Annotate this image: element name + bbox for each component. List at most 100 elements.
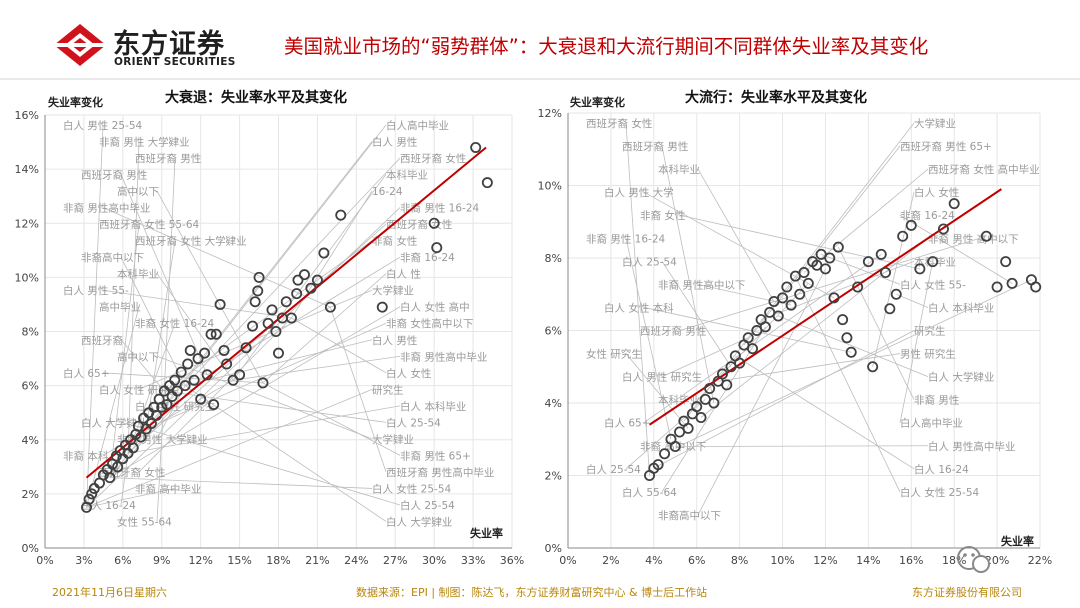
- annotation-label: 西班牙裔: [81, 334, 123, 347]
- data-point: [86, 488, 98, 500]
- data-point: [184, 344, 196, 356]
- data-point: [431, 242, 443, 254]
- data-point: [161, 399, 173, 411]
- annotation-leader-line: [120, 174, 208, 375]
- annotation-label: 西班牙裔 女性: [386, 218, 452, 231]
- annotation-label: 白人 性: [386, 268, 421, 281]
- annotation-label: 非裔 女性 16-24: [135, 317, 215, 330]
- x-tick-label: 6%: [114, 554, 131, 567]
- annotation-leader-line: [127, 323, 176, 454]
- data-point: [253, 271, 265, 283]
- annotation-leader-line: [109, 224, 140, 478]
- annotation-label: 女性 55-64: [117, 515, 172, 528]
- data-point: [852, 281, 864, 293]
- y-tick-label: 0%: [545, 542, 562, 555]
- annotation-label: 非裔 16-24: [400, 251, 455, 264]
- data-point: [376, 301, 388, 313]
- annotation-label: 白人 大学肄业: [81, 416, 147, 429]
- annotation-label: 非裔 男性 高中以下: [928, 232, 1019, 245]
- annotation-leader-line: [184, 385, 387, 522]
- annotation-label: 白人 男性高中毕业: [928, 440, 1015, 453]
- annotation-label: 非裔 男性 16-24: [586, 232, 666, 245]
- annotation-leader-line: [102, 379, 234, 456]
- annotation-leader-line: [643, 254, 882, 424]
- data-point: [837, 314, 849, 326]
- data-point: [175, 366, 187, 378]
- data-point: [802, 277, 814, 289]
- data-point: [104, 472, 116, 484]
- annotation-label: 西班牙裔 男性: [81, 169, 147, 182]
- annotation-label: 本科毕业: [117, 268, 159, 281]
- annotation-label: 白人 大学肄业: [928, 371, 994, 384]
- data-point: [156, 401, 168, 413]
- annotation-leader-line: [102, 372, 263, 384]
- annotation-leader-line: [718, 353, 901, 382]
- annotation-label: 非裔 本科: [63, 449, 109, 462]
- data-point: [240, 342, 252, 354]
- annotation-leader-line: [109, 124, 387, 478]
- annotation-label: 大学肄业: [372, 284, 414, 297]
- y-tick-label: 2%: [22, 488, 39, 501]
- y-tick-label: 8%: [545, 252, 562, 265]
- data-point: [188, 374, 200, 386]
- y-tick-label: 10%: [15, 271, 39, 284]
- x-axis-title: 失业率: [470, 526, 503, 540]
- annotation-leader-line: [184, 157, 401, 386]
- annotation-label: 西班牙裔 女性 55-64: [99, 218, 200, 231]
- y-tick-label: 4%: [22, 434, 39, 447]
- annotation-leader-line: [735, 355, 915, 470]
- data-point: [890, 288, 902, 300]
- data-point: [1000, 256, 1012, 268]
- data-point: [270, 325, 282, 337]
- annotation-leader-line: [262, 273, 387, 384]
- annotation-leader-line: [127, 405, 401, 454]
- data-point: [169, 374, 181, 386]
- annotation-leader-line: [625, 122, 650, 476]
- chart-title: 大流行：失业率水平及其变化: [685, 89, 867, 106]
- data-point: [205, 328, 217, 340]
- annotation-leader-line: [127, 141, 140, 454]
- annotation-label: 高中以下: [117, 185, 159, 198]
- data-point: [127, 442, 139, 454]
- data-point: [759, 321, 771, 333]
- data-point: [880, 266, 892, 278]
- annotation-label: 西班牙裔 女性 高中毕业: [928, 163, 1040, 176]
- x-tick-label: 15%: [227, 554, 251, 567]
- data-point: [305, 282, 317, 294]
- data-point: [927, 256, 939, 268]
- annotation-leader-line: [330, 307, 387, 473]
- x-tick-label: 16%: [899, 554, 923, 567]
- annotation-leader-line: [86, 488, 176, 508]
- x-tick-label: 0%: [559, 554, 576, 567]
- annotation-label: 西班牙裔 男性高中毕业: [386, 466, 494, 479]
- annotation-label: 西班牙裔 男性: [622, 140, 688, 153]
- data-point: [221, 358, 233, 370]
- annotation-label: 白人 男性 25-54: [63, 119, 143, 132]
- x-tick-label: 21%: [305, 554, 329, 567]
- annotation-leader-line: [675, 445, 929, 447]
- annotation-label: 白人 男性: [372, 136, 417, 149]
- annotation-label: 白人 25-54: [586, 463, 641, 476]
- data-point: [828, 292, 840, 304]
- annotation-label: 白人高中毕业: [900, 417, 963, 430]
- annotation-leader-line: [625, 238, 672, 440]
- annotation-label: 非裔 女性: [372, 235, 417, 248]
- annotation-label: 研究生: [372, 383, 404, 396]
- annotation-leader-line: [86, 306, 140, 508]
- x-tick-label: 4%: [645, 554, 662, 567]
- annotation-label: 非裔 高中以下: [640, 440, 706, 453]
- annotation-leader-line: [138, 306, 331, 390]
- annotation-leader-line: [138, 317, 292, 473]
- annotation-label: 非裔 男性高中毕业: [63, 202, 150, 215]
- annotation-label: 本科毕业: [386, 169, 428, 182]
- slide-header: 东方证券 ORIENT SECURITIES 美国就业市场的“弱势群体”：大衰退…: [0, 0, 1080, 82]
- data-point: [247, 320, 259, 332]
- x-tick-label: 3%: [75, 554, 92, 567]
- data-point: [824, 252, 836, 264]
- data-point: [669, 440, 681, 452]
- logo-wordmark-en: ORIENT SECURITIES: [114, 56, 236, 68]
- annotation-leader-line: [661, 326, 766, 493]
- data-point: [470, 141, 482, 153]
- data-point: [298, 269, 310, 281]
